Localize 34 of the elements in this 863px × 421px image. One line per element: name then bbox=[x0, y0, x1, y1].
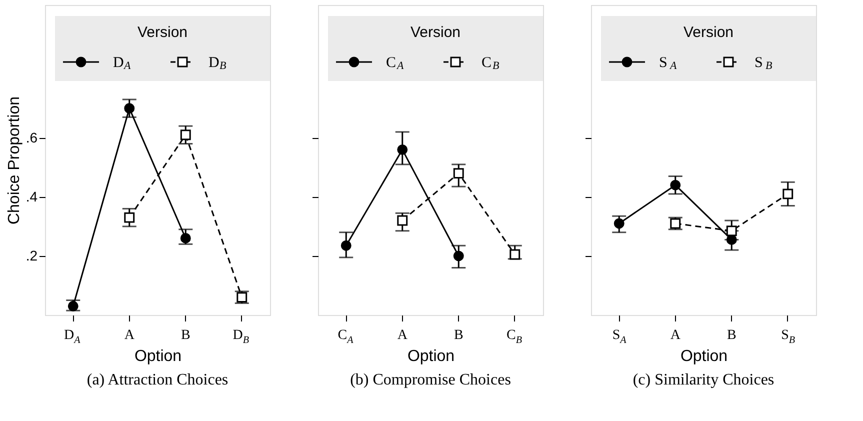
x-axis-title: Option bbox=[134, 348, 182, 365]
point bbox=[453, 168, 464, 179]
x-tick-label: B bbox=[180, 328, 190, 343]
text: (c) Similarity Choices bbox=[632, 372, 774, 388]
x-tick-label: A bbox=[397, 328, 408, 343]
x-tick-label: B bbox=[454, 328, 464, 343]
point bbox=[726, 226, 737, 236]
point bbox=[397, 215, 408, 226]
point bbox=[726, 234, 737, 245]
y-axis-title: Choice Proportion bbox=[6, 96, 23, 225]
point bbox=[124, 212, 135, 223]
point bbox=[510, 249, 520, 260]
x-tick-label: A bbox=[670, 328, 682, 343]
x-tick-label: B bbox=[726, 328, 736, 343]
point bbox=[614, 218, 624, 229]
text: (b) Compromise Choices bbox=[350, 372, 511, 388]
y-tick-label: .4 bbox=[26, 188, 38, 204]
y-tick-label: .2 bbox=[26, 247, 38, 264]
x-tick-label: A bbox=[124, 328, 136, 343]
point bbox=[180, 233, 191, 244]
legend-title: Version bbox=[683, 24, 734, 41]
y-tick-label: .6 bbox=[26, 129, 38, 146]
point bbox=[340, 240, 352, 251]
x-axis-title: Option bbox=[407, 348, 455, 365]
point bbox=[782, 188, 794, 200]
legend-title: Version bbox=[137, 24, 188, 41]
legend-title: Version bbox=[410, 24, 461, 41]
text: (a) Attraction Choices bbox=[86, 372, 228, 388]
point bbox=[670, 180, 681, 190]
x-axis-title: Option bbox=[680, 348, 728, 365]
point bbox=[453, 250, 464, 262]
point bbox=[124, 103, 135, 114]
point bbox=[397, 144, 408, 155]
point bbox=[180, 130, 191, 140]
